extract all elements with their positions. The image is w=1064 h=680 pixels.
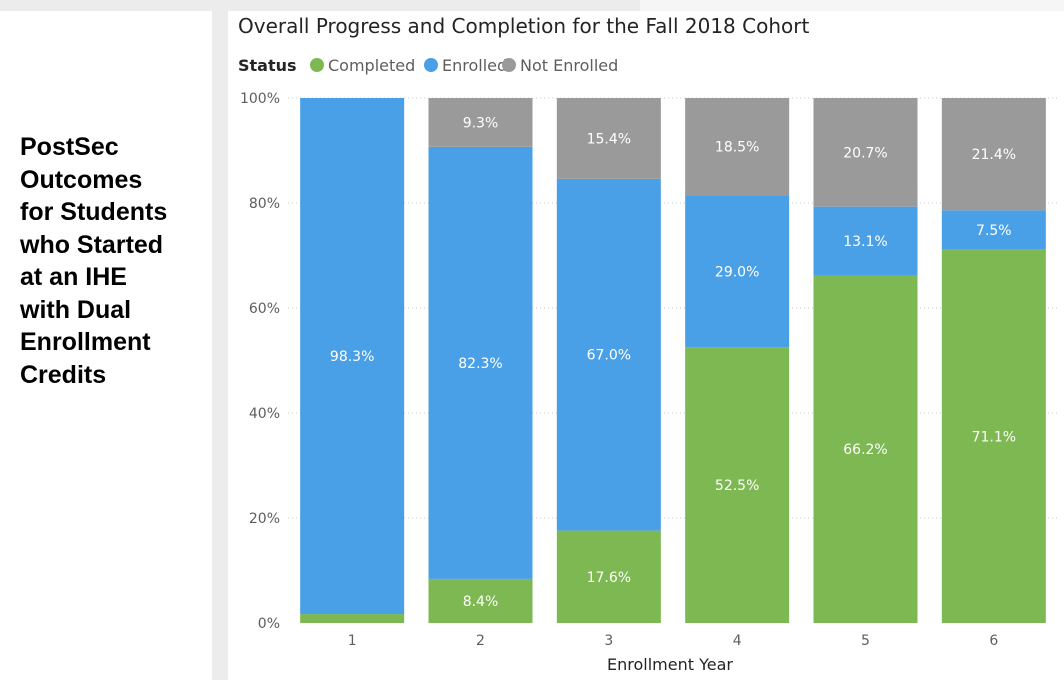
data-label-enrolled-6: 7.5% [976,223,1012,239]
data-label-not-enrolled-2: 9.3% [463,115,499,131]
data-label-completed-4: 52.5% [715,478,759,494]
left-panel: PostSec Outcomes for Students who Starte… [0,11,212,680]
chart-data-labels: 98.3% 8.4% 82.3% 9.3% 17.6% 67.0% 15.4% 52.5% 29… [330,115,1016,610]
legend-label-not-enrolled: Not Enrolled [520,56,618,75]
chart-gridlines [288,97,1058,519]
bar-completed-3 [556,530,661,623]
y-tick-label: 60% [249,301,280,317]
y-tick-label: 0% [258,616,280,632]
bar-completed-1 [300,614,405,623]
y-tick-label: 80% [249,196,280,212]
bar-not-enrolled-2 [428,98,533,147]
data-label-not-enrolled-4: 18.5% [715,140,759,156]
x-tick-label: 3 [604,633,613,649]
legend-marker-completed [310,58,324,72]
data-label-completed-3: 17.6% [587,570,631,586]
chart-legend: Status Completed Enrolled Not Enrolled [238,56,618,75]
data-label-completed-2: 8.4% [463,594,499,610]
y-tick-label: 20% [249,511,280,527]
legend-marker-enrolled [424,58,438,72]
data-label-enrolled-5: 13.1% [843,234,887,250]
bar-enrolled-3 [556,178,661,531]
top-bar [0,0,1064,11]
legend-marker-not-enrolled [502,58,516,72]
top-bar-segment [640,0,1064,11]
data-label-enrolled-1: 98.3% [330,349,374,365]
x-tick-label: 5 [861,633,870,649]
bar-completed-4 [685,347,790,623]
x-axis-label: Enrollment Year [607,655,733,674]
bar-completed-2 [428,578,533,623]
x-tick-label: 1 [348,633,357,649]
bar-enrolled-5 [813,206,918,276]
chart-panel: Overall Progress and Completion for the … [228,11,1064,680]
bar-enrolled-1 [300,98,405,615]
bar-completed-6 [941,249,1046,623]
data-label-not-enrolled-5: 20.7% [843,145,887,161]
bar-not-enrolled-3 [556,98,661,179]
x-tick-label: 6 [989,633,998,649]
stacked-bar-chart: Overall Progress and Completion for the … [238,14,1058,674]
x-tick-label: 4 [733,633,742,649]
legend-label-completed: Completed [328,56,415,75]
legend-label-enrolled: Enrolled [442,56,507,75]
bar-enrolled-2 [428,146,533,579]
y-tick-label: 100% [240,91,280,107]
bar-not-enrolled-5 [813,98,918,207]
data-label-not-enrolled-3: 15.4% [587,131,631,147]
legend-title: Status [238,56,297,75]
y-tick-label: 40% [249,406,280,422]
bar-not-enrolled-6 [941,98,1046,211]
panel-divider [212,11,228,680]
data-label-enrolled-4: 29.0% [715,264,759,280]
chart-axes: 0% 20% 40% 60% 80% 100% 1 2 3 4 5 6 [240,91,998,649]
data-label-completed-6: 71.1% [972,429,1016,445]
x-tick-label: 2 [476,633,485,649]
data-label-enrolled-2: 82.3% [458,356,502,372]
side-title: PostSec Outcomes for Students who Starte… [20,133,168,389]
bar-completed-5 [813,275,918,623]
chart-title: Overall Progress and Completion for the … [238,14,809,38]
data-label-not-enrolled-6: 21.4% [972,147,1016,163]
bar-not-enrolled-4 [685,98,790,196]
bar-enrolled-6 [941,210,1046,250]
data-label-enrolled-3: 67.0% [587,348,631,364]
bar-enrolled-4 [685,195,790,348]
data-label-completed-5: 66.2% [843,442,887,458]
chart-bars [300,98,1046,623]
